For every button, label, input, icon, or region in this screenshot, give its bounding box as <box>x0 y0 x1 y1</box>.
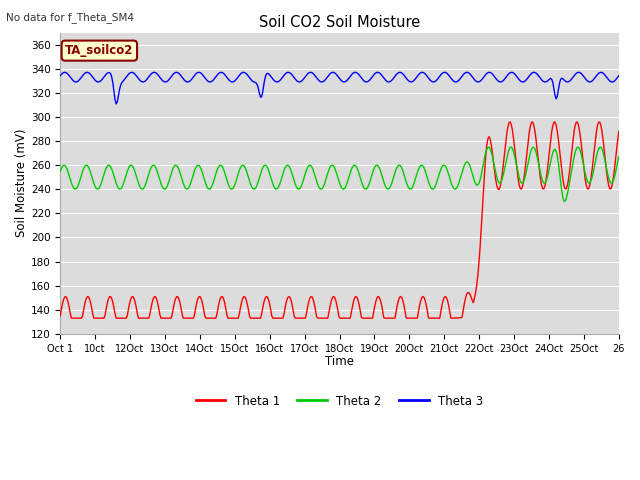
X-axis label: Time: Time <box>325 355 354 368</box>
Text: TA_soilco2: TA_soilco2 <box>65 44 134 57</box>
Text: No data for f_Theta_SM4: No data for f_Theta_SM4 <box>6 12 134 23</box>
Legend: Theta 1, Theta 2, Theta 3: Theta 1, Theta 2, Theta 3 <box>191 390 488 412</box>
Title: Soil CO2 Soil Moisture: Soil CO2 Soil Moisture <box>259 15 420 30</box>
Y-axis label: Soil Moisture (mV): Soil Moisture (mV) <box>15 129 28 238</box>
